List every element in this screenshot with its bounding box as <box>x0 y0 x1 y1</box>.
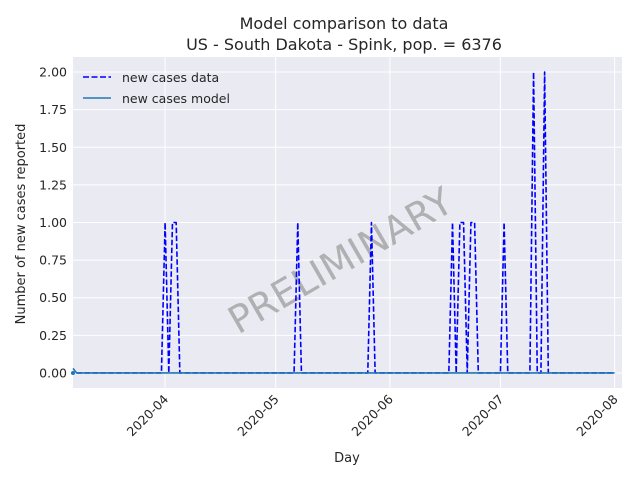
series-group <box>71 71 615 375</box>
grid <box>73 57 622 388</box>
y-tick-label: 1.50 <box>39 140 67 155</box>
y-tick-label: 0.50 <box>39 290 67 305</box>
x-tick-label: 2020-08 <box>573 391 621 439</box>
legend-label-data: new cases data <box>122 70 219 85</box>
y-axis-label: Number of new cases reported <box>14 124 29 325</box>
y-tick-label: 0.75 <box>39 253 67 268</box>
y-ticks: 0.00 0.25 0.50 0.75 1.00 1.25 1.50 1.75 2.00 <box>39 65 67 381</box>
chart-title: Model comparison to data <box>240 14 449 33</box>
x-tick-label: 2020-07 <box>459 392 507 440</box>
x-tick-label: 2020-04 <box>124 391 172 439</box>
x-tick-label: 2020-05 <box>234 392 282 440</box>
series-line-model <box>72 367 615 374</box>
legend: new cases data new cases model <box>83 70 230 106</box>
y-tick-label: 0.25 <box>39 328 67 343</box>
x-ticks: 2020-04 2020-05 2020-06 2020-07 2020-08 <box>124 391 621 439</box>
y-tick-label: 1.25 <box>39 177 67 192</box>
y-tick-label: 2.00 <box>39 65 67 80</box>
y-tick-label: 0.00 <box>39 365 67 380</box>
x-tick-label: 2020-06 <box>348 391 396 439</box>
x-axis-label: Day <box>334 451 360 466</box>
y-tick-label: 1.00 <box>39 215 67 230</box>
chart-subtitle: US - South Dakota - Spink, pop. = 6376 <box>186 35 502 54</box>
model-start-marker <box>71 370 75 375</box>
y-tick-label: 1.75 <box>39 102 67 117</box>
legend-label-model: new cases model <box>122 91 230 106</box>
